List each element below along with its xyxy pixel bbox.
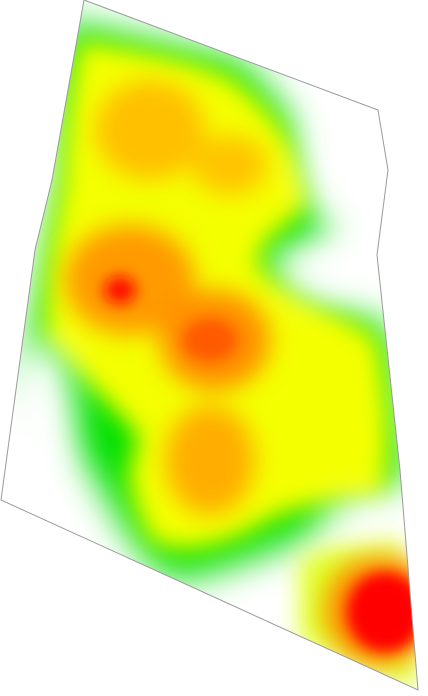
peak-center (182, 318, 238, 362)
surface-red-layer (104, 276, 418, 652)
peak-south-east (347, 572, 418, 652)
low-north-east (305, 95, 385, 225)
hotspot-north-east (192, 135, 268, 195)
low-south-west (5, 340, 75, 500)
hotspot-south (165, 405, 255, 515)
peak-west (104, 276, 136, 304)
low-south-east (325, 502, 405, 538)
region-outline (0, 0, 419, 691)
surface-white-layer (5, 95, 405, 538)
hotspot-north (95, 80, 205, 180)
low-east (285, 253, 375, 297)
